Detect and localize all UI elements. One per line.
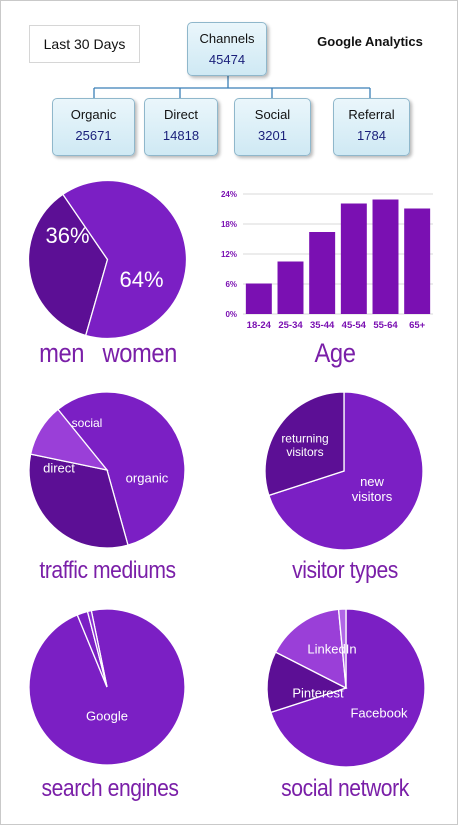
channels-root-node[interactable]: Channels 45474 bbox=[187, 22, 267, 76]
age-x-tick-label: 35-44 bbox=[310, 320, 335, 331]
traffic-slice-direct bbox=[28, 453, 129, 549]
channel-label: Direct bbox=[164, 107, 198, 122]
social-slice-label: Facebook bbox=[350, 706, 408, 721]
channel-node-social[interactable]: Social 3201 bbox=[234, 98, 311, 156]
channel-node-organic[interactable]: Organic 25671 bbox=[52, 98, 135, 156]
age-bar-chart: 0% 6% 12% 18% 24% 18-24 25-34 35-44 45-54 55-64 65… bbox=[221, 190, 433, 331]
brand-label: Google Analytics bbox=[317, 34, 423, 49]
channel-label: Social bbox=[254, 107, 291, 122]
visitors-slice-new-visitors bbox=[268, 391, 424, 551]
social-slice-minor-3 bbox=[337, 608, 347, 689]
traffic-slice-social bbox=[29, 408, 109, 472]
social-slice-linkedin bbox=[274, 608, 347, 690]
social-slice-label: Pinterest bbox=[292, 686, 344, 701]
age-x-tick-label: 18-24 bbox=[247, 320, 272, 331]
age-bar-35-44 bbox=[309, 232, 336, 314]
search-slice-label: Google bbox=[86, 709, 128, 724]
age-y-tick-label: 18% bbox=[221, 220, 237, 229]
channels-root-label: Channels bbox=[199, 31, 255, 46]
traffic-pie-chart: organic direct social bbox=[28, 391, 186, 549]
social-slice-facebook bbox=[270, 608, 426, 768]
traffic-slice-label: organic bbox=[126, 471, 169, 486]
visitors-slice-label: returning bbox=[281, 431, 328, 445]
visitors-slice-label: visitors bbox=[286, 445, 323, 459]
channel-value: 14818 bbox=[162, 128, 200, 143]
channel-value: 25671 bbox=[75, 128, 112, 143]
search-engines-chart-title: search engines bbox=[41, 775, 179, 802]
social-slice-label: LinkedIn bbox=[307, 642, 356, 657]
age-x-tick-label: 25-34 bbox=[278, 320, 303, 331]
channel-node-direct[interactable]: Direct 14818 bbox=[144, 98, 218, 156]
age-y-tick-label: 6% bbox=[225, 280, 237, 289]
age-bar-65+ bbox=[404, 208, 431, 314]
channel-value: 3201 bbox=[258, 128, 287, 143]
channel-value: 1784 bbox=[357, 128, 386, 143]
visitors-slice-label: new bbox=[360, 474, 384, 489]
traffic-chart-title: traffic mediums bbox=[39, 557, 176, 584]
age-x-tick-label: 55-64 bbox=[373, 320, 398, 331]
visitor-types-chart-title: visitor types bbox=[292, 557, 398, 584]
gender-slice-label: 64% bbox=[119, 267, 163, 292]
traffic-slice-label: direct bbox=[43, 461, 75, 476]
age-x-tick-label: 45-54 bbox=[342, 320, 367, 331]
channel-node-referral[interactable]: Referral 1784 bbox=[333, 98, 410, 156]
date-range-button[interactable]: Last 30 Days bbox=[29, 25, 140, 63]
gender-slice-36- bbox=[27, 193, 109, 337]
age-y-tick-label: 24% bbox=[221, 190, 237, 199]
gender-slice-label: 36% bbox=[45, 223, 89, 248]
visitors-slice-returning-visitors bbox=[264, 391, 345, 497]
search-engines-pie-chart: Google bbox=[28, 608, 186, 766]
social-network-pie-chart: Facebook Pinterest LinkedIn bbox=[266, 608, 426, 768]
channels-root-value: 45474 bbox=[208, 52, 246, 67]
age-bar-25-34 bbox=[277, 261, 304, 314]
traffic-slice-organic bbox=[56, 391, 186, 546]
age-bar-18-24 bbox=[245, 283, 272, 314]
social-network-chart-title: social network bbox=[281, 775, 409, 802]
age-bar-55-64 bbox=[372, 199, 399, 314]
age-y-tick-label: 0% bbox=[225, 310, 237, 319]
traffic-slice-label: social bbox=[72, 416, 103, 430]
age-y-tick-label: 12% bbox=[221, 250, 237, 259]
visitors-slice-label: visitors bbox=[352, 489, 393, 504]
gender-chart-title: men women bbox=[39, 338, 177, 368]
search-slice-minor-2 bbox=[86, 609, 108, 688]
gender-slice-64- bbox=[61, 179, 188, 340]
age-chart-title: Age bbox=[314, 338, 356, 368]
age-bar-45-54 bbox=[340, 203, 367, 314]
channel-label: Referral bbox=[348, 107, 395, 122]
channel-label: Organic bbox=[70, 107, 117, 122]
social-slice-pinterest bbox=[266, 651, 348, 714]
gender-pie-chart: 36% 64% bbox=[27, 179, 188, 340]
channels-tree-connectors bbox=[93, 76, 371, 98]
age-x-tick-label: 65+ bbox=[409, 320, 426, 331]
